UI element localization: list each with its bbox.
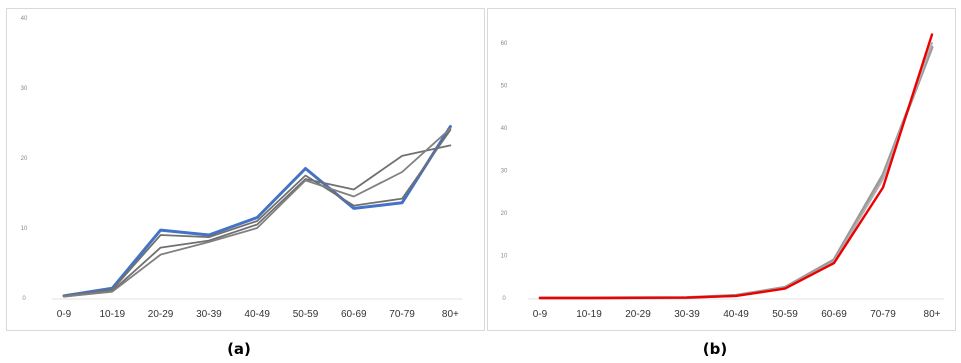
chart-a-ytick-label: 30 [21,86,28,92]
chart-a-xtick-label: 50-59 [293,309,319,320]
chart-b-ytick-label: 20 [501,211,508,217]
chart-a-ytick-label: 20 [21,156,28,162]
chart-b-ytick-label: 30 [501,169,508,175]
chart-a-series-line-4 [63,127,452,298]
chart-b-series [538,33,934,300]
chart-a-xtick-label: 60-69 [341,309,367,320]
chart-b-series-line-1 [538,45,934,300]
chart-b-xtick-label: 60-69 [821,309,847,320]
chart-a-series-line-3 [63,144,452,298]
chart-b-ytick-label: 10 [501,254,508,260]
chart-b: 0 10 20 30 40 50 60 0-9 10-19 20-29 30-39 40-49 50-5… [487,8,956,331]
chart-b-series-line-3 [538,33,934,300]
chart-a-xtick-label: 30-39 [196,309,222,320]
chart-b-xtick-label: 40-49 [723,309,749,320]
chart-a-xtick-label: 40-49 [244,309,270,320]
chart-b-xtick-label: 50-59 [772,309,798,320]
chart-b-ytick-label: 0 [502,296,506,302]
chart-b-ytick-label: 60 [501,41,508,47]
caption-a: (a) [227,340,251,358]
chart-a-series-line-2 [63,129,452,297]
chart-b-axis: 0 10 20 30 40 50 60 0-9 10-19 20-29 30-39 40-49 50-5… [501,41,944,320]
chart-b-ytick-label: 40 [501,126,508,132]
chart-a-xtick-label: 20-29 [148,309,174,320]
chart-b-series-line-2 [539,42,933,299]
chart-b-ytick-label: 50 [501,84,508,90]
chart-b-xtick-label: 30-39 [674,309,700,320]
chart-a-ytick-label: 40 [21,16,28,22]
chart-a-border [6,8,485,331]
chart-b-xtick-label: 0-9 [533,309,548,320]
caption-b: (b) [702,340,728,358]
chart-b-xtick-label: 20-29 [625,309,651,320]
chart-a-xtick-label: 70-79 [389,309,415,320]
chart-a-xtick-label: 80+ [442,309,459,320]
chart-a-ytick-label: 0 [22,296,26,302]
chart-a-series [62,125,452,298]
chart-b-border [487,8,956,331]
chart-a-ytick-label: 10 [21,226,28,232]
chart-a: 0 10 20 30 40 0-9 10-19 20-29 30-39 40-49 50-59 60-… [6,8,485,331]
chart-a-series-line-1 [62,125,452,298]
chart-a-xtick-label: 10-19 [100,309,126,320]
chart-b-xtick-label: 70-79 [870,309,896,320]
chart-b-xtick-label: 80+ [924,309,941,320]
chart-a-xtick-label: 0-9 [57,309,72,320]
chart-b-xtick-label: 10-19 [576,309,602,320]
chart-a-axis: 0 10 20 30 40 0-9 10-19 20-29 30-39 40-49 50-59 60-… [21,16,463,320]
